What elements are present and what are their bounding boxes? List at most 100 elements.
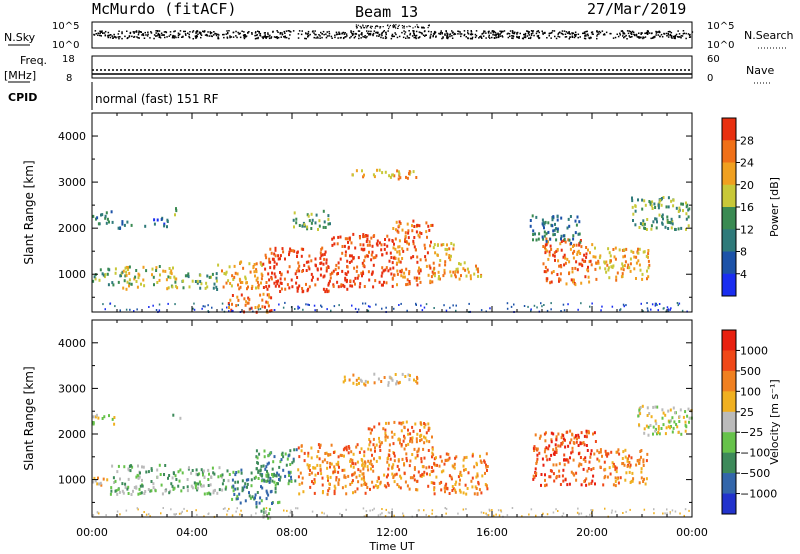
x-tick-label: 12:00 bbox=[376, 526, 408, 539]
data-cell bbox=[577, 452, 580, 456]
noise-sky-point bbox=[339, 33, 341, 35]
data-cell bbox=[415, 176, 418, 179]
data-cell bbox=[401, 228, 404, 232]
data-cell bbox=[481, 474, 484, 478]
noise-sky-point bbox=[136, 36, 138, 38]
data-cell bbox=[239, 279, 242, 282]
noise-sky-point bbox=[187, 32, 189, 34]
noise-sky-point bbox=[497, 34, 500, 36]
data-cell bbox=[124, 482, 127, 486]
noise-sky-point bbox=[227, 32, 229, 34]
data-cell bbox=[267, 454, 270, 457]
data-cell bbox=[130, 464, 133, 468]
data-cell bbox=[545, 483, 548, 487]
data-cell bbox=[203, 475, 206, 479]
data-cell bbox=[468, 302, 470, 305]
data-cell bbox=[559, 278, 562, 282]
data-cell bbox=[589, 305, 591, 308]
data-cell bbox=[241, 281, 244, 284]
data-cell bbox=[534, 467, 537, 471]
data-cell bbox=[572, 256, 575, 260]
data-cell bbox=[345, 508, 347, 511]
data-cell bbox=[546, 513, 549, 516]
data-cell bbox=[552, 253, 555, 257]
data-cell bbox=[527, 305, 529, 308]
data-cell bbox=[232, 484, 235, 488]
data-cell bbox=[206, 492, 209, 496]
data-cell bbox=[302, 247, 305, 251]
noise-search-point bbox=[377, 25, 379, 28]
data-cell bbox=[405, 283, 408, 287]
data-cell bbox=[267, 493, 270, 497]
data-cell bbox=[94, 415, 97, 419]
noise-sky-point bbox=[655, 34, 657, 36]
data-cell bbox=[531, 214, 534, 218]
noise-sky-point bbox=[587, 34, 589, 37]
noise-search-point bbox=[397, 25, 399, 27]
noise-sky-point bbox=[418, 31, 421, 33]
data-cell bbox=[110, 489, 113, 493]
noise-sky-point bbox=[403, 30, 405, 32]
data-cell bbox=[138, 487, 141, 491]
noise-sky-point bbox=[350, 35, 352, 38]
data-cell bbox=[327, 489, 330, 493]
data-cell bbox=[382, 427, 385, 431]
data-cell bbox=[402, 421, 405, 425]
data-cell bbox=[281, 247, 284, 251]
data-cell bbox=[277, 254, 280, 258]
data-cell bbox=[664, 225, 667, 229]
noise-sky-point bbox=[537, 36, 540, 38]
data-cell bbox=[310, 212, 313, 216]
data-cell bbox=[290, 278, 293, 282]
data-cell bbox=[403, 471, 406, 475]
data-cell bbox=[404, 238, 407, 242]
data-cell bbox=[547, 221, 550, 225]
noise-sky-point bbox=[430, 33, 432, 36]
data-cell bbox=[365, 510, 368, 513]
data-cell bbox=[137, 464, 139, 468]
data-cell bbox=[166, 220, 169, 223]
data-cell bbox=[363, 464, 366, 468]
noise-sky-point bbox=[557, 33, 559, 35]
data-cell bbox=[611, 305, 614, 308]
noise-sky-point bbox=[535, 32, 538, 35]
data-cell bbox=[257, 305, 260, 309]
freq-right-tick-low: 0 bbox=[707, 73, 713, 84]
data-cell bbox=[533, 304, 536, 307]
noise-sky-point bbox=[156, 30, 159, 32]
data-cell bbox=[677, 430, 680, 434]
noise-right-tick-high: 10^5 bbox=[707, 21, 734, 32]
data-cell bbox=[125, 308, 128, 311]
data-cell bbox=[424, 246, 427, 250]
data-cell bbox=[277, 257, 280, 261]
data-cell bbox=[343, 468, 346, 472]
noise-sky-point bbox=[390, 37, 393, 40]
data-cell bbox=[316, 463, 319, 467]
data-cell bbox=[360, 447, 363, 451]
data-cell bbox=[297, 305, 299, 308]
colorbar-tick-label: 8 bbox=[740, 246, 747, 259]
noise-sky-point bbox=[634, 34, 636, 36]
data-cell bbox=[399, 474, 402, 478]
noise-sky-point bbox=[406, 35, 409, 37]
noise-sky-point bbox=[142, 33, 144, 35]
data-cell bbox=[562, 437, 565, 441]
noise-sky-point bbox=[133, 32, 135, 34]
data-cell bbox=[647, 259, 650, 263]
noise-sky-point bbox=[554, 35, 556, 38]
data-cell bbox=[477, 274, 479, 278]
data-cell bbox=[567, 460, 570, 464]
noise-sky-point bbox=[194, 35, 197, 37]
data-cell bbox=[594, 482, 596, 486]
noise-sky-point bbox=[255, 34, 258, 37]
data-cell bbox=[453, 462, 456, 466]
data-cell bbox=[337, 272, 339, 275]
data-cell bbox=[387, 473, 389, 477]
data-cell bbox=[619, 476, 622, 480]
data-cell bbox=[122, 269, 125, 273]
noise-sky-point bbox=[532, 30, 535, 32]
data-cell bbox=[289, 470, 292, 474]
freq-left-tick-high: 18 bbox=[62, 54, 75, 65]
data-cell bbox=[136, 507, 139, 510]
noise-sky-point bbox=[283, 30, 285, 33]
